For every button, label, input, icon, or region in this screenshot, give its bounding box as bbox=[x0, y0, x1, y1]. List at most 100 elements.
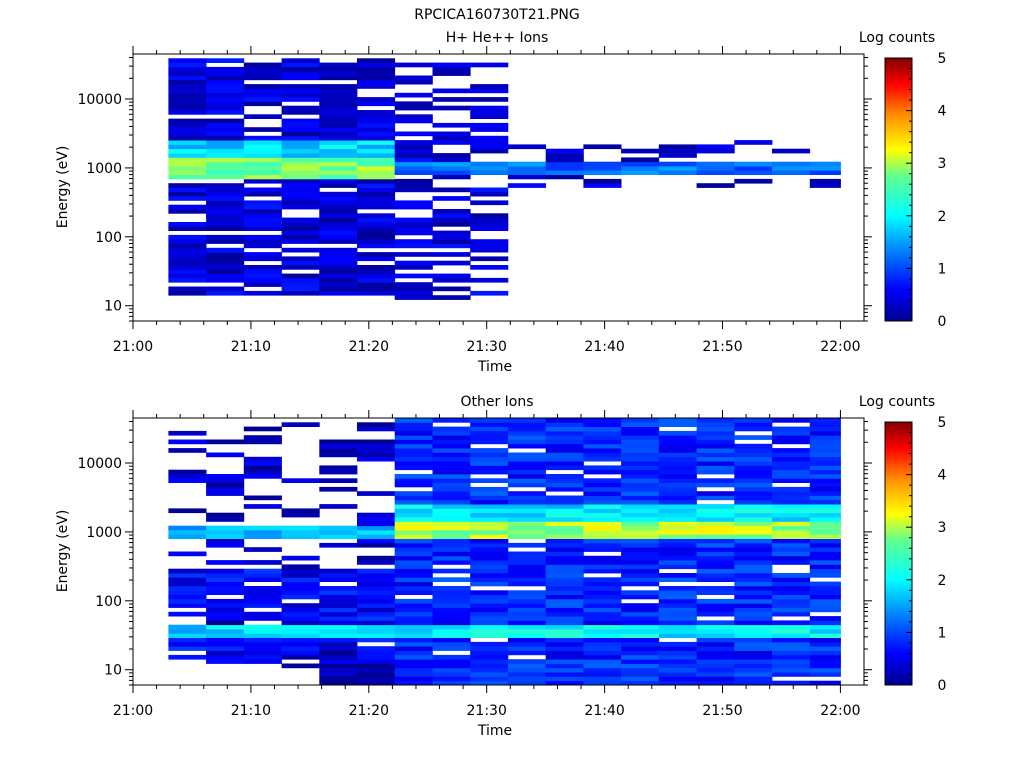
heatmap-cell bbox=[507, 624, 546, 630]
heatmap-cell bbox=[357, 439, 396, 445]
heatmap-cell bbox=[281, 629, 320, 634]
heatmap-cell bbox=[357, 448, 396, 453]
heatmap-cell bbox=[243, 170, 282, 175]
heatmap-cell bbox=[583, 624, 622, 630]
heatmap-cell bbox=[357, 452, 396, 458]
heatmap-cell bbox=[583, 560, 622, 565]
heatmap-cell bbox=[206, 452, 245, 458]
heatmap-cell bbox=[206, 170, 245, 175]
heatmap-cell bbox=[734, 517, 773, 522]
heatmap-cell bbox=[470, 62, 509, 68]
heatmap-cell bbox=[772, 560, 811, 565]
heatmap-cell bbox=[470, 448, 509, 453]
heatmap-cell bbox=[507, 598, 546, 604]
heatmap-cell bbox=[583, 170, 622, 175]
heatmap-cell bbox=[432, 629, 471, 634]
heatmap-cell bbox=[507, 577, 546, 582]
heatmap-cell bbox=[658, 435, 697, 440]
heatmap-cell bbox=[507, 426, 546, 432]
heatmap-cell bbox=[621, 637, 660, 643]
heatmap-cell bbox=[809, 598, 841, 604]
heatmap-cell bbox=[583, 144, 622, 150]
heatmap-cell bbox=[470, 422, 509, 427]
x-tick-label: 22:00 bbox=[820, 703, 860, 719]
x-tick-label: 21:40 bbox=[584, 339, 624, 355]
heatmap-cell bbox=[658, 530, 697, 535]
heatmap-cell bbox=[772, 461, 811, 466]
heatmap-cell bbox=[734, 654, 773, 660]
heatmap-cell bbox=[583, 422, 622, 427]
heatmap-cell bbox=[357, 196, 396, 201]
heatmap-cell bbox=[243, 222, 282, 227]
heatmap-cell bbox=[507, 418, 546, 423]
heatmap-cell bbox=[696, 170, 735, 175]
heatmap-cell bbox=[394, 178, 433, 184]
heatmap-cell bbox=[281, 84, 320, 89]
heatmap-cell bbox=[394, 422, 433, 427]
heatmap-cell bbox=[772, 499, 811, 505]
heatmap-cell bbox=[243, 594, 282, 600]
heatmap-cell bbox=[243, 560, 282, 565]
heatmap-cell bbox=[621, 624, 660, 630]
heatmap-cell bbox=[281, 247, 320, 253]
heatmap-cell bbox=[772, 573, 811, 578]
heatmap-cell bbox=[696, 624, 735, 630]
heatmap-cell bbox=[319, 654, 358, 660]
heatmap-cell bbox=[168, 629, 207, 634]
x-tick-label: 21:20 bbox=[349, 339, 389, 355]
heatmap-cell bbox=[583, 594, 622, 600]
heatmap-cell bbox=[545, 663, 584, 669]
heatmap-cell bbox=[243, 71, 282, 76]
heatmap-cell bbox=[772, 641, 811, 647]
heatmap-cell bbox=[206, 654, 245, 660]
heatmap-cell bbox=[545, 418, 584, 423]
heatmap-cell bbox=[319, 680, 358, 686]
heatmap-cell bbox=[507, 667, 546, 673]
heatmap-cell bbox=[394, 616, 433, 621]
heatmap-cell bbox=[809, 504, 841, 509]
heatmap-cell bbox=[658, 616, 697, 621]
heatmap-cell bbox=[243, 273, 282, 279]
heatmap-cell bbox=[621, 594, 660, 600]
heatmap-cell bbox=[394, 456, 433, 462]
colorbar bbox=[884, 421, 913, 686]
heatmap-cell bbox=[696, 448, 735, 453]
heatmap-cell bbox=[394, 530, 433, 535]
heatmap-cell bbox=[394, 183, 433, 188]
heatmap-cell bbox=[734, 426, 773, 432]
colorbar-label: Log counts bbox=[859, 394, 935, 410]
heatmap-cell bbox=[432, 491, 471, 496]
heatmap-cell bbox=[357, 256, 396, 262]
heatmap-cell bbox=[470, 590, 509, 595]
heatmap-cell bbox=[507, 517, 546, 522]
heatmap-cell bbox=[583, 641, 622, 647]
heatmap-cell bbox=[281, 478, 320, 483]
heatmap-cell bbox=[243, 633, 282, 638]
heatmap-cell bbox=[319, 530, 358, 535]
heatmap-cell bbox=[583, 495, 622, 501]
heatmap-cell bbox=[470, 616, 509, 621]
heatmap-cell bbox=[583, 530, 622, 535]
heatmap-cell bbox=[394, 573, 433, 578]
heatmap-cell bbox=[621, 465, 660, 471]
heatmap-cell bbox=[243, 140, 282, 145]
heatmap-cell bbox=[357, 422, 396, 427]
heatmap-cell bbox=[394, 650, 433, 656]
heatmap-cell bbox=[470, 611, 509, 617]
heatmap-cell bbox=[394, 482, 433, 488]
heatmap-cell bbox=[658, 547, 697, 552]
heatmap-cell bbox=[470, 170, 509, 175]
heatmap-cell bbox=[168, 534, 207, 539]
heatmap-cell bbox=[432, 131, 471, 137]
heatmap-cell bbox=[734, 478, 773, 483]
heatmap-cell bbox=[168, 478, 207, 483]
heatmap-cell bbox=[772, 680, 811, 686]
heatmap-cell bbox=[357, 230, 396, 236]
heatmap-cell bbox=[432, 187, 471, 193]
heatmap-cell bbox=[357, 521, 396, 527]
heatmap-cell bbox=[470, 568, 509, 574]
heatmap-cell bbox=[281, 58, 320, 63]
heatmap-cell bbox=[432, 239, 471, 244]
heatmap-cell bbox=[206, 491, 245, 496]
heatmap-cell bbox=[168, 187, 207, 193]
